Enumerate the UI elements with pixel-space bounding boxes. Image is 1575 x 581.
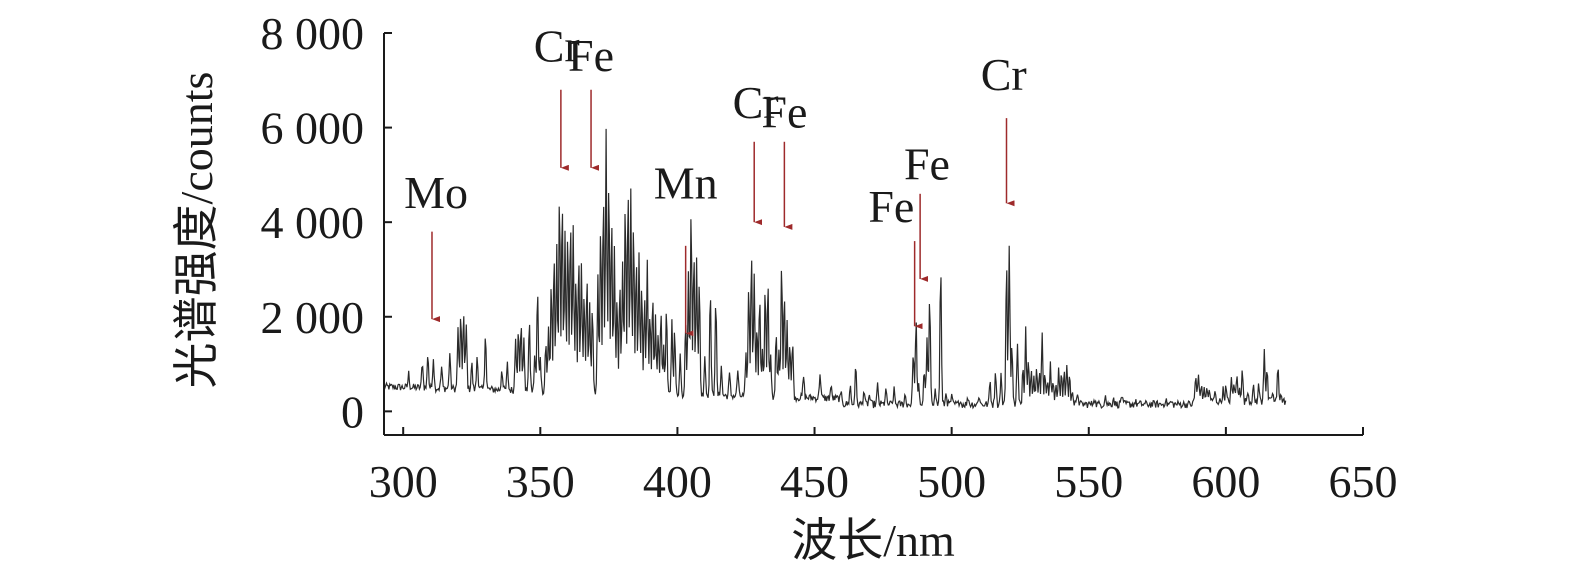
x-tick-label: 650 [1329, 456, 1398, 507]
y-tick-label: 2 000 [261, 292, 365, 343]
x-tick-label: 450 [780, 456, 849, 507]
y-tick-label: 0 [341, 386, 364, 437]
spectrum-line [383, 128, 1287, 410]
element-label: Fe [568, 30, 614, 81]
axes: 300 350 400 450 500 550 600 650 0 2 000 4 000 6 000… [261, 8, 1398, 507]
y-tick-label: 6 000 [261, 103, 365, 154]
y-tick-label: 4 000 [261, 197, 365, 248]
spectrum-layer [383, 128, 1287, 410]
x-tick-label: 400 [643, 456, 712, 507]
element-label: Fe [904, 139, 950, 190]
x-tick-label: 600 [1191, 456, 1260, 507]
x-axis-title: 波长/nm [791, 515, 955, 566]
x-tick-label: 500 [917, 456, 986, 507]
x-tick-label: 300 [369, 456, 438, 507]
element-label: Fe [868, 181, 914, 232]
element-label: Cr [981, 49, 1027, 100]
element-label: Mo [404, 167, 468, 218]
element-label: Mn [654, 158, 718, 209]
element-label: Cr [733, 77, 779, 128]
x-tick-label: 550 [1054, 456, 1123, 507]
x-tick-label: 350 [506, 456, 575, 507]
y-axis-title: 光谱强度/counts [171, 72, 222, 389]
y-tick-label: 8 000 [261, 8, 365, 59]
element-label: Fe [761, 87, 807, 138]
element-label: Cr [534, 20, 580, 71]
